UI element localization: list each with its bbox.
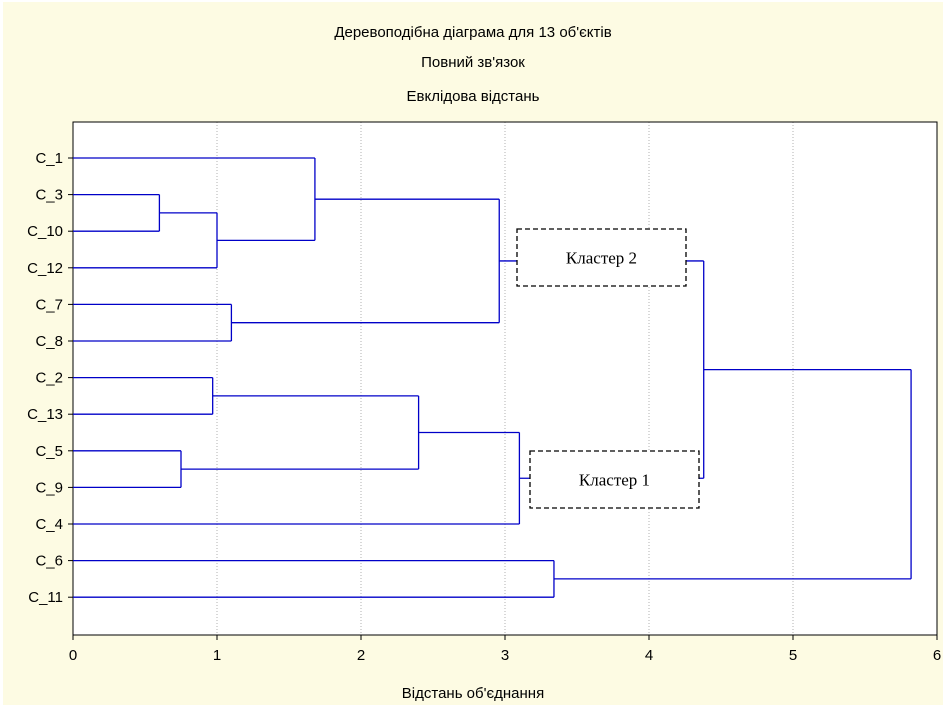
chart-subtitle-distance: Евклідова відстань <box>406 88 540 105</box>
x-tick-label-3: 3 <box>501 647 509 664</box>
leaf-label-C_12: C_12 <box>27 260 63 277</box>
x-tick-label-2: 2 <box>357 647 365 664</box>
leaf-label-C_6: C_6 <box>35 553 63 570</box>
leaf-label-C_3: C_3 <box>35 187 63 204</box>
cluster-2-box-label: Кластер 2 <box>566 249 637 268</box>
chart-frame: Деревоподібна діаграма для 13 об'єктів П… <box>3 2 943 705</box>
x-tick-label-6: 6 <box>933 647 941 664</box>
cluster-2-box <box>516 228 687 287</box>
leaf-label-C_8: C_8 <box>35 333 63 350</box>
cluster-1-box <box>529 450 700 509</box>
dendrogram-plot: 0 1 2 3 4 5 6 C_1 C_3 C_10 C_12 C_7 C_8 C_2 C_13 C_5 C_9… <box>27 121 941 664</box>
leaf-label-C_10: C_10 <box>27 223 63 240</box>
x-tick-label-0: 0 <box>69 647 77 664</box>
chart-title: Деревоподібна діаграма для 13 об'єктів <box>334 24 612 41</box>
leaf-label-C_2: C_2 <box>35 370 63 387</box>
leaf-label-C_4: C_4 <box>35 516 63 533</box>
leaf-label-C_5: C_5 <box>35 443 63 460</box>
chart-subtitle-linkage: Повний зв'язок <box>421 54 525 71</box>
leaf-label-C_9: C_9 <box>35 479 63 496</box>
x-tick-label-4: 4 <box>645 647 653 664</box>
x-tick-label-1: 1 <box>213 647 221 664</box>
leaf-label-C_7: C_7 <box>35 296 63 313</box>
leaf-label-C_13: C_13 <box>27 406 63 423</box>
leaf-label-C_11: C_11 <box>28 589 63 606</box>
plot-area <box>73 122 937 635</box>
leaf-label-C_1: C_1 <box>35 150 63 167</box>
x-tick-label-5: 5 <box>789 647 797 664</box>
cluster-1-box-label: Кластер 1 <box>579 471 650 490</box>
x-axis-label: Відстань об'єднання <box>401 685 545 702</box>
